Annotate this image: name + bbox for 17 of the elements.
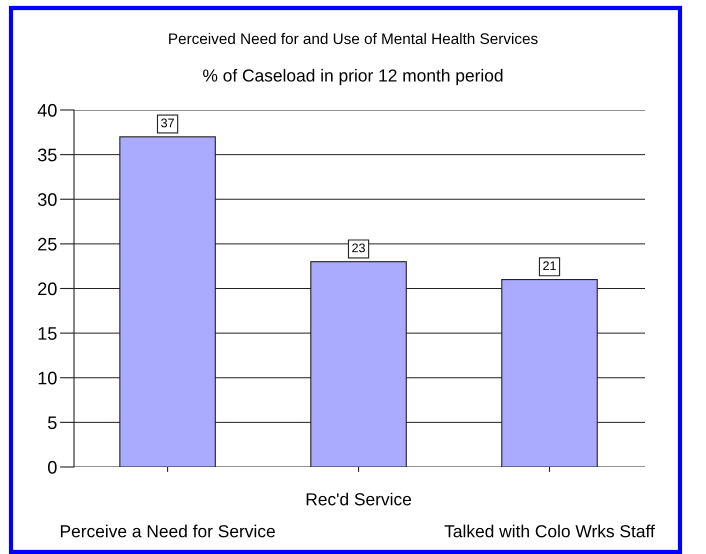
y-tick-label: 5 (48, 416, 57, 430)
x-tick-label: Talked with Colo Wrks Staff (444, 524, 655, 538)
y-tick-label: 35 (38, 148, 57, 162)
y-tick-label: 30 (38, 193, 57, 206)
y-tick-label: 20 (38, 282, 57, 296)
x-tick-label: Perceive a Need for Service (60, 524, 275, 538)
y-tick-label: 15 (38, 327, 57, 340)
y-tick-label: 10 (38, 372, 57, 384)
chart-title: Perceived Need for and Use of Mental Health Services (169, 32, 538, 44)
data-label: 21 (543, 261, 556, 270)
chart-subtitle: % of Caseload in prior 12 month period (203, 68, 502, 86)
data-label: 23 (352, 243, 365, 252)
y-tick-label: 25 (38, 238, 57, 251)
y-tick-label: 0 (48, 460, 57, 474)
y-tick-label: 40 (38, 104, 57, 117)
x-tick-label: Rec'd Service (306, 492, 412, 506)
data-label: 37 (161, 118, 174, 128)
